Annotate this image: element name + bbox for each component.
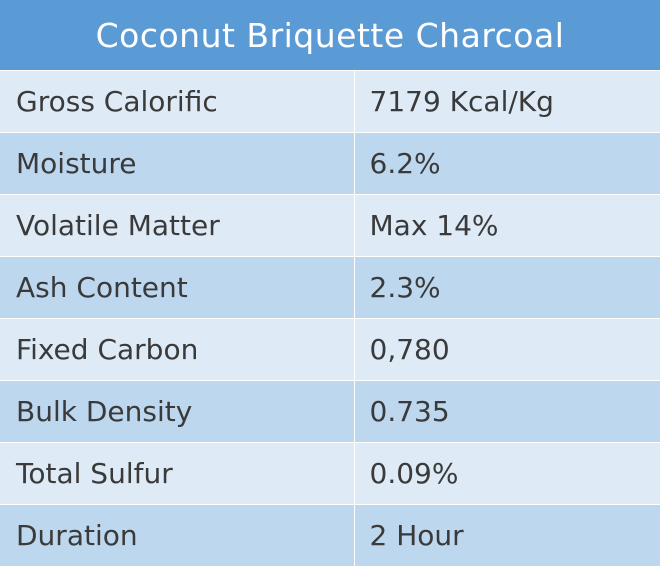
spec-label: Total Sulfur <box>0 442 355 505</box>
spec-value: Max 14% <box>354 194 660 257</box>
spec-label: Moisture <box>0 132 355 195</box>
spec-value: 0.09% <box>354 442 660 505</box>
table-row: Volatile Matter Max 14% <box>0 194 660 257</box>
table-header-row: Coconut Briquette Charcoal <box>0 0 660 71</box>
table-row: Duration 2 Hour <box>0 504 660 567</box>
spec-label: Ash Content <box>0 256 355 319</box>
table-row: Total Sulfur 0.09% <box>0 442 660 505</box>
spec-label: Volatile Matter <box>0 194 355 257</box>
spec-value: 7179 Kcal/Kg <box>354 70 660 133</box>
spec-value: 0,780 <box>354 318 660 381</box>
spec-value: 2 Hour <box>354 504 660 567</box>
table-row: Ash Content 2.3% <box>0 256 660 319</box>
spec-label: Duration <box>0 504 355 567</box>
table-row: Bulk Density 0.735 <box>0 380 660 443</box>
spec-value: 0.735 <box>354 380 660 443</box>
table-row: Fixed Carbon 0,780 <box>0 318 660 381</box>
table-row: Moisture 6.2% <box>0 132 660 195</box>
spec-value: 6.2% <box>354 132 660 195</box>
spec-value: 2.3% <box>354 256 660 319</box>
spec-label: Gross Calorific <box>0 70 355 133</box>
spec-label: Fixed Carbon <box>0 318 355 381</box>
spec-label: Bulk Density <box>0 380 355 443</box>
table-title: Coconut Briquette Charcoal <box>0 0 660 71</box>
table-row: Gross Calorific 7179 Kcal/Kg <box>0 70 660 133</box>
